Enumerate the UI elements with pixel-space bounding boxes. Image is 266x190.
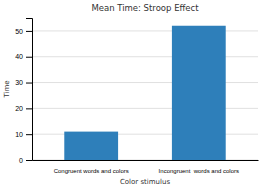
tick-mark <box>26 57 32 58</box>
title: Mean Time: Stroop Effect <box>91 3 199 13</box>
x-axis-label: Color stimulus <box>120 178 170 186</box>
bar <box>64 132 118 160</box>
tick-label: 20 <box>15 105 23 112</box>
tick-label: Incongruent words and colors <box>159 168 239 174</box>
tick-label: 50 <box>15 28 23 35</box>
tick: 30 <box>15 79 32 86</box>
tick-label: 10 <box>15 131 23 138</box>
bars <box>64 26 225 160</box>
tick: 0 <box>19 157 32 164</box>
tick: Incongruent words and colors <box>159 168 239 174</box>
tick: Congruent words and colors <box>54 168 129 174</box>
y-axis-label: Time <box>3 80 11 98</box>
tick-mark <box>26 108 32 109</box>
tick-label: 30 <box>15 79 23 86</box>
tick-label: 0 <box>19 157 23 164</box>
tick: 20 <box>15 105 32 112</box>
tick-label: 40 <box>15 53 23 60</box>
tick: 10 <box>15 131 32 138</box>
plot-area: 0 10 20 30 40 50 Congruent words and colors Inc… <box>15 19 258 175</box>
tick: 40 <box>15 53 32 60</box>
axis-line <box>26 19 33 161</box>
y-axis: 0 10 20 30 40 50 <box>15 19 32 164</box>
axis-line <box>33 160 259 161</box>
tick-mark <box>26 83 32 84</box>
tick-mark <box>26 160 32 161</box>
bar <box>172 26 226 160</box>
tick: 50 <box>15 28 32 35</box>
tick-mark <box>26 31 32 32</box>
x-axis: Congruent words and colors Incongruent wo… <box>33 161 259 175</box>
chart: 0 10 20 30 40 50 Congruent words and colors Inc… <box>0 0 266 190</box>
tick-label: Congruent words and colors <box>54 168 129 174</box>
tick-mark <box>26 134 32 135</box>
